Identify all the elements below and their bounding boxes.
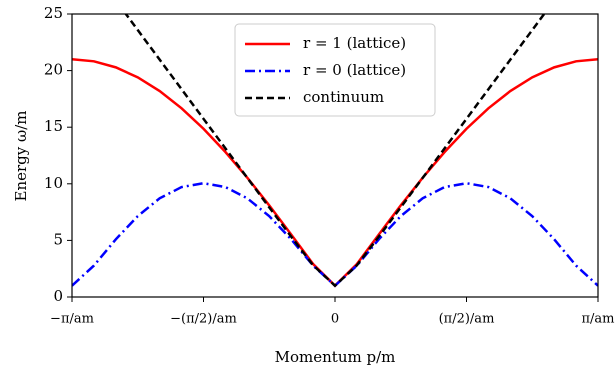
legend-label: r = 0 (lattice) bbox=[303, 61, 406, 79]
x-axis-label: Momentum p/m bbox=[275, 348, 396, 366]
y-tick-label: 25 bbox=[44, 4, 63, 22]
legend-box bbox=[234, 23, 436, 117]
y-tick-label: 10 bbox=[44, 174, 63, 192]
legend-label: r = 1 (lattice) bbox=[303, 34, 406, 52]
plot-frame bbox=[71, 13, 599, 298]
x-tick-label: −π/am bbox=[50, 312, 94, 327]
line bbox=[72, 181, 598, 288]
plot-lines bbox=[72, 14, 598, 288]
x-tick-label: π/am bbox=[581, 312, 614, 327]
y-tick-label: 5 bbox=[53, 230, 63, 248]
y-tick-label: 20 bbox=[44, 61, 63, 79]
x-tick-label: −(π/2)/am bbox=[170, 312, 237, 327]
x-tick-label: (π/2)/am bbox=[439, 312, 495, 327]
legend-label: continuum bbox=[303, 88, 384, 106]
y-tick-label: 15 bbox=[44, 117, 63, 135]
x-tick-label: 0 bbox=[331, 312, 339, 327]
line bbox=[124, 14, 546, 288]
y-tick-label: 0 bbox=[53, 287, 63, 305]
y-axis-label: Energy ω/m bbox=[12, 110, 30, 201]
